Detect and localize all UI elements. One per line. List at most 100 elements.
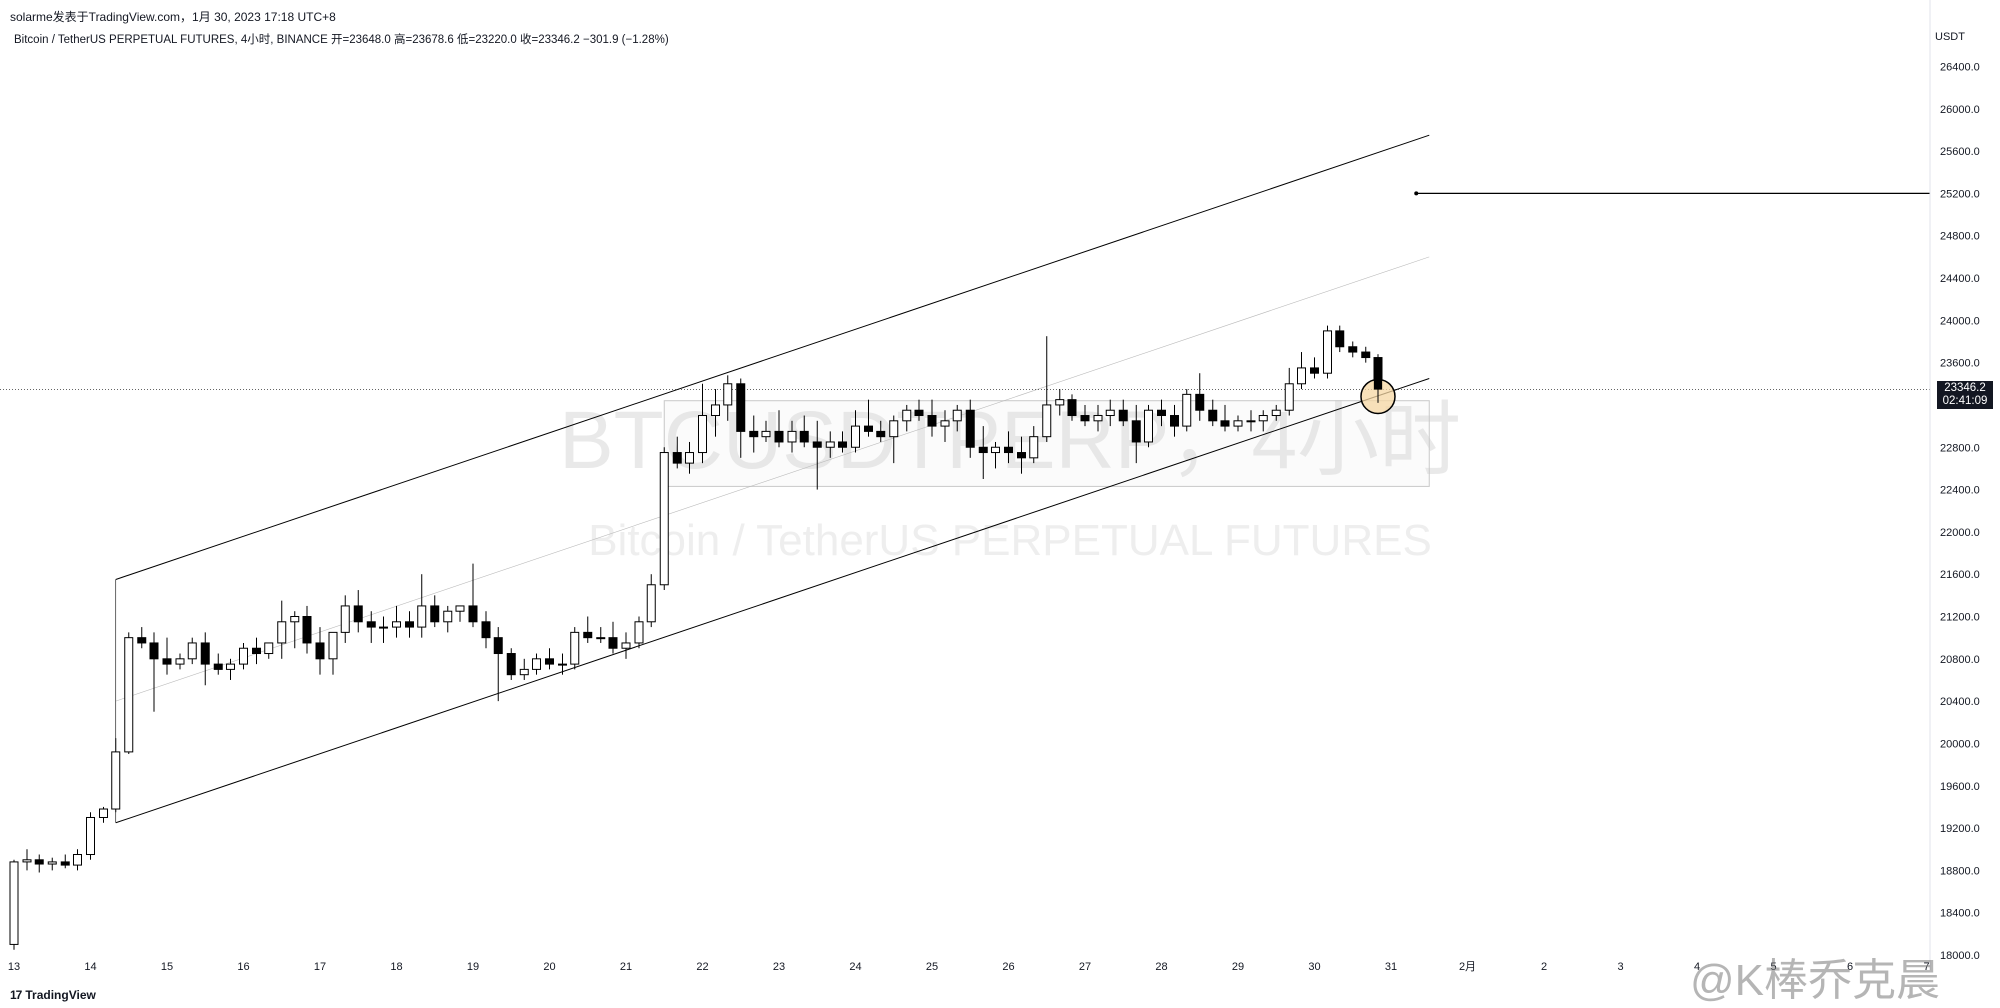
tradingview-logo[interactable]: 17 TradingView	[10, 988, 96, 1002]
candle-up	[952, 409, 962, 422]
candle-up	[22, 859, 32, 863]
candle-up	[378, 626, 388, 629]
x-tick-label: 25	[926, 961, 938, 973]
candle-up	[392, 621, 401, 628]
candle-up	[1284, 383, 1294, 411]
x-tick-label: 13	[8, 961, 20, 973]
y-tick-label: 24400.0	[1940, 273, 1980, 285]
candle-up	[1258, 415, 1268, 422]
candle-down	[914, 409, 924, 417]
candle-down	[978, 446, 988, 454]
candle-up	[902, 409, 912, 422]
candle-up	[940, 420, 950, 427]
y-tick-label: 20800.0	[1940, 654, 1980, 666]
candle-down	[608, 637, 618, 649]
candle-up	[124, 637, 134, 753]
candle-up	[761, 430, 771, 438]
watermark-line1: BTCUSDTPERP，4小时	[559, 395, 1461, 486]
candle-down	[774, 430, 784, 443]
candle-up	[634, 621, 644, 644]
x-tick-label: 24	[849, 961, 861, 973]
price-axis[interactable]: USDT 26400.0 26000.0 25600.0 25200.0 24800.0…	[1929, 0, 1980, 970]
candle-up	[723, 383, 733, 406]
candle-up	[1271, 409, 1281, 417]
candle-up	[340, 605, 350, 633]
candle-down	[799, 430, 809, 443]
open-value: =23648.0	[342, 34, 391, 46]
y-tick-label: 18800.0	[1940, 865, 1980, 877]
candle-down	[1361, 351, 1371, 359]
candle-down	[60, 861, 70, 866]
candle-down	[1220, 420, 1230, 427]
last-candle-body	[1373, 357, 1382, 390]
candle-up	[646, 584, 656, 623]
candle-up	[86, 816, 95, 856]
y-tick-label: 24800.0	[1940, 231, 1980, 243]
candle-up	[175, 658, 185, 665]
x-tick-label: 20	[543, 961, 555, 973]
y-tick-label: 19200.0	[1940, 823, 1980, 835]
candle-down	[1348, 346, 1358, 353]
symbol-title: Bitcoin / TetherUS PERPETUAL FUTURES, 4小…	[14, 34, 328, 46]
x-tick-label: 18	[390, 961, 402, 973]
channel-mid-line	[115, 256, 1430, 702]
x-tick-label: 5	[1770, 961, 1776, 973]
x-tick-label: 15	[161, 961, 173, 973]
candle-up	[99, 808, 109, 818]
candle-down	[468, 605, 478, 623]
y-tick-label: 21200.0	[1940, 612, 1980, 624]
currency-label: USDT	[1935, 31, 1965, 43]
x-tick-label: 6	[1847, 961, 1853, 973]
candle-down	[315, 642, 325, 660]
candle-down	[1157, 409, 1166, 417]
candle-down	[837, 441, 847, 448]
time-axis[interactable]: 13 14 15 16 17 18 19 20 21 22 23 24 25 26 27 28 29 30 31 2月…	[8, 961, 1930, 973]
x-tick-label: 2	[1541, 961, 1547, 973]
weibo-watermark: @K棒乔克晨	[1690, 956, 1941, 1005]
candle-up	[1246, 420, 1256, 423]
candle-up	[659, 452, 669, 586]
candle-up	[684, 452, 694, 464]
low-label: 低	[456, 34, 469, 46]
candle-down	[876, 430, 886, 438]
tradingview-mark-icon: 17	[10, 988, 22, 1002]
candle-down	[583, 631, 593, 639]
candle-up	[1093, 415, 1103, 422]
candle-down	[1067, 399, 1077, 417]
candle-down	[200, 642, 210, 665]
y-tick-label: 26000.0	[1940, 104, 1980, 116]
open-label: 开	[330, 34, 343, 46]
publish-info: solarme发表于TradingView.com，1月 30, 2023 17…	[10, 10, 336, 24]
x-tick-label: 3	[1617, 961, 1623, 973]
candle-up	[277, 621, 287, 644]
x-tick-label: 21	[620, 961, 632, 973]
candle-up	[9, 861, 19, 945]
y-tick-label: 18400.0	[1940, 908, 1980, 920]
x-tick-label: 17	[314, 961, 326, 973]
candle-down	[927, 415, 937, 427]
candle-up	[596, 637, 606, 640]
channel-lower-line	[115, 378, 1430, 824]
candle-down	[1310, 367, 1319, 374]
candle-up	[531, 658, 541, 670]
candle-up	[787, 430, 797, 443]
high-label: 高	[393, 34, 406, 46]
candle-up	[570, 631, 580, 665]
candle-down	[1335, 330, 1345, 348]
x-tick-label: 31	[1385, 961, 1397, 973]
candle-up	[851, 425, 860, 448]
candle-down	[1131, 420, 1141, 443]
candle-down	[1208, 409, 1218, 422]
high-value: =23678.6	[405, 34, 454, 46]
candle-down	[481, 621, 491, 639]
candle-down	[1080, 415, 1090, 422]
candle-up	[711, 404, 721, 417]
candle-up	[1323, 330, 1333, 374]
x-tick-label: 7	[1923, 961, 1929, 973]
candle-down	[162, 658, 172, 665]
candle-down	[1170, 415, 1180, 427]
candle-down	[252, 647, 262, 655]
x-tick-label: 30	[1308, 961, 1320, 973]
y-tick-label: 21600.0	[1940, 569, 1980, 581]
